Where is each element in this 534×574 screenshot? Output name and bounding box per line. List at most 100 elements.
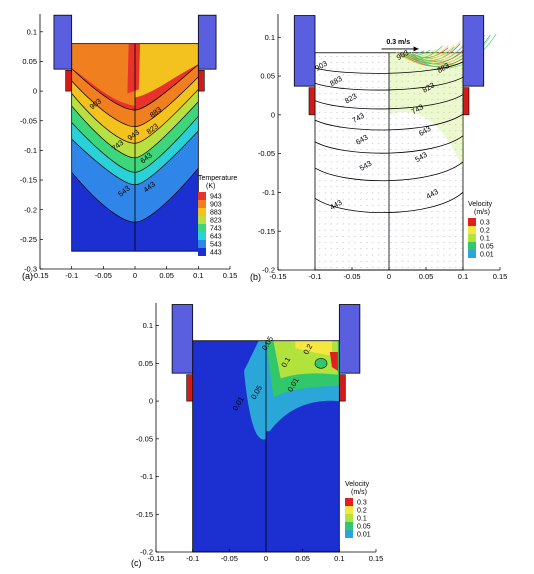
velocity-vector bbox=[360, 223, 362, 225]
velocity-vector bbox=[318, 223, 321, 225]
x-tick-label: 0.05 bbox=[419, 272, 434, 281]
velocity-vector bbox=[442, 87, 445, 88]
velocity-vector bbox=[365, 198, 368, 200]
velocity-vector bbox=[377, 74, 380, 76]
velocity-vector bbox=[425, 248, 427, 250]
velocity-vector bbox=[442, 161, 445, 163]
velocity-vector bbox=[395, 74, 398, 76]
x-tick-label: 0.15 bbox=[493, 272, 508, 281]
velocity-vector bbox=[371, 124, 374, 126]
velocity-vector bbox=[360, 124, 362, 126]
velocity-vector bbox=[324, 93, 327, 95]
velocity-vector bbox=[448, 111, 451, 113]
velocity-vector bbox=[371, 198, 374, 200]
velocity-vector bbox=[389, 260, 392, 262]
velocity-vector bbox=[348, 80, 350, 82]
velocity-vector bbox=[365, 167, 368, 169]
velocity-vector bbox=[318, 99, 321, 101]
velocity-vector bbox=[419, 223, 421, 225]
legend-unit: (K) bbox=[206, 183, 215, 190]
velocity-vector bbox=[348, 161, 350, 163]
velocity-vector bbox=[348, 198, 350, 200]
velocity-vector bbox=[460, 93, 463, 95]
velocity-vector bbox=[407, 260, 410, 262]
x-tick-label: 0.15 bbox=[223, 271, 238, 280]
velocity-vector bbox=[360, 80, 362, 82]
velocity-vector bbox=[383, 248, 386, 250]
reference-vector-head bbox=[413, 46, 419, 52]
velocity-vector bbox=[407, 242, 410, 244]
velocity-vector bbox=[342, 223, 344, 225]
velocity-vector bbox=[389, 211, 392, 213]
velocity-vector bbox=[354, 217, 356, 219]
velocity-vector bbox=[448, 93, 451, 95]
velocity-vector bbox=[389, 217, 392, 219]
velocity-vector bbox=[413, 142, 415, 144]
velocity-vector bbox=[460, 229, 463, 231]
velocity-vector bbox=[407, 124, 410, 126]
velocity-vector bbox=[354, 198, 356, 200]
velocity-vector bbox=[371, 173, 374, 175]
velocity-vector bbox=[448, 74, 451, 76]
velocity-vector bbox=[383, 235, 386, 237]
velocity-vector bbox=[407, 142, 410, 144]
velocity-vector bbox=[336, 186, 339, 188]
velocity-vector bbox=[354, 149, 356, 150]
velocity-vector bbox=[401, 68, 404, 70]
velocity-vector bbox=[442, 74, 445, 76]
velocity-vector bbox=[360, 136, 362, 138]
velocity-vector bbox=[360, 229, 362, 231]
velocity-vector bbox=[425, 173, 427, 175]
velocity-vector bbox=[330, 260, 333, 262]
left-contact bbox=[308, 87, 316, 116]
velocity-vector bbox=[407, 130, 410, 132]
velocity-vector bbox=[425, 204, 427, 206]
velocity-vector bbox=[360, 248, 362, 250]
velocity-vector bbox=[419, 204, 421, 206]
velocity-vector bbox=[324, 204, 327, 206]
legend-swatch bbox=[198, 248, 206, 256]
velocity-vector bbox=[448, 80, 451, 82]
velocity-vector bbox=[324, 55, 327, 57]
velocity-vector bbox=[460, 198, 463, 200]
velocity-vector bbox=[389, 124, 392, 126]
velocity-vector bbox=[318, 124, 321, 126]
velocity-vector bbox=[407, 180, 410, 181]
velocity-vector bbox=[419, 68, 421, 70]
velocity-vector bbox=[318, 198, 321, 200]
velocity-vector bbox=[342, 87, 344, 88]
velocity-vector bbox=[425, 254, 427, 256]
x-tick-label: -0.1 bbox=[309, 272, 322, 281]
velocity-vector bbox=[395, 260, 398, 262]
velocity-vector bbox=[318, 260, 321, 262]
velocity-vector bbox=[330, 142, 333, 144]
panel-c: 0.05 0.20.10.010.010.05-0.15 -0.1 -0.05 0 0.0… bbox=[131, 303, 383, 568]
velocity-vector bbox=[336, 161, 339, 163]
velocity-vector bbox=[360, 186, 362, 188]
velocity-vector bbox=[360, 99, 362, 101]
velocity-vector bbox=[336, 229, 339, 231]
velocity-vector bbox=[324, 192, 327, 194]
legend-level: 443 bbox=[210, 250, 222, 257]
velocity-vector bbox=[395, 167, 398, 169]
velocity-vector bbox=[342, 229, 344, 231]
velocity-vector bbox=[348, 99, 350, 101]
velocity-vector bbox=[419, 124, 421, 126]
velocity-vector bbox=[354, 74, 356, 76]
y-tick-label: -0.2 bbox=[262, 266, 275, 275]
velocity-vector bbox=[377, 266, 380, 268]
velocity-vector bbox=[454, 173, 457, 175]
velocity-vector bbox=[413, 180, 415, 181]
velocity-vector bbox=[460, 161, 463, 163]
velocity-vector bbox=[377, 111, 380, 113]
velocity-vector bbox=[365, 136, 368, 138]
velocity-vector bbox=[448, 223, 451, 225]
velocity-vector bbox=[460, 111, 463, 113]
legend-swatch bbox=[198, 192, 206, 200]
velocity-vector bbox=[324, 217, 327, 219]
velocity-vector bbox=[377, 62, 380, 64]
legend-level: 0.01 bbox=[480, 252, 494, 259]
legend-level: 0.1 bbox=[357, 516, 367, 523]
x-tick-label: -0.15 bbox=[147, 554, 164, 563]
